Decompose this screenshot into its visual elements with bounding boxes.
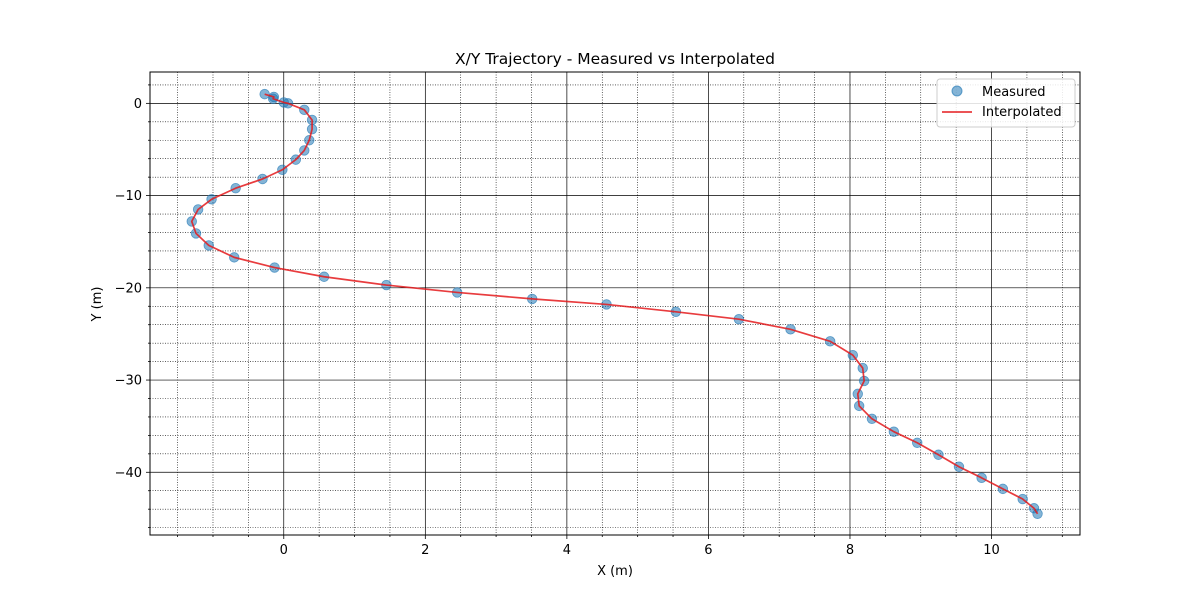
y-axis-ticks: 0 −10 −20 −30 −40 xyxy=(115,84,150,529)
y-tick-label: −40 xyxy=(115,466,142,481)
legend: Measured Interpolated xyxy=(936,78,1076,128)
plot-data xyxy=(186,88,1043,519)
x-tick-label: 10 xyxy=(983,543,1000,558)
minor-grid xyxy=(150,72,1080,535)
measured-point xyxy=(259,88,270,100)
y-tick-label: −10 xyxy=(115,189,142,204)
y-tick-label: 0 xyxy=(134,97,142,112)
y-axis-label: Y (m) xyxy=(90,287,105,323)
x-tick-label: 6 xyxy=(704,543,712,558)
x-tick-label: 2 xyxy=(421,543,429,558)
y-tick-label: −20 xyxy=(115,281,142,296)
legend-measured-label: Measured xyxy=(982,85,1046,100)
major-grid xyxy=(150,72,1080,535)
y-tick-label: −30 xyxy=(115,374,142,389)
interpolated-line xyxy=(190,93,1039,515)
x-tick-label: 4 xyxy=(563,543,571,558)
plot-frame xyxy=(149,71,1081,536)
x-tick-label: 8 xyxy=(846,543,854,558)
legend-box xyxy=(936,78,1076,128)
legend-measured-marker xyxy=(951,85,963,97)
x-tick-label: 0 xyxy=(280,543,288,558)
legend-interpolated-label: Interpolated xyxy=(982,105,1062,120)
x-axis-label: X (m) xyxy=(597,564,633,579)
x-axis-ticks: 0 2 4 6 8 10 xyxy=(177,535,1063,558)
chart-title: X/Y Trajectory - Measured vs Interpolate… xyxy=(455,50,775,68)
